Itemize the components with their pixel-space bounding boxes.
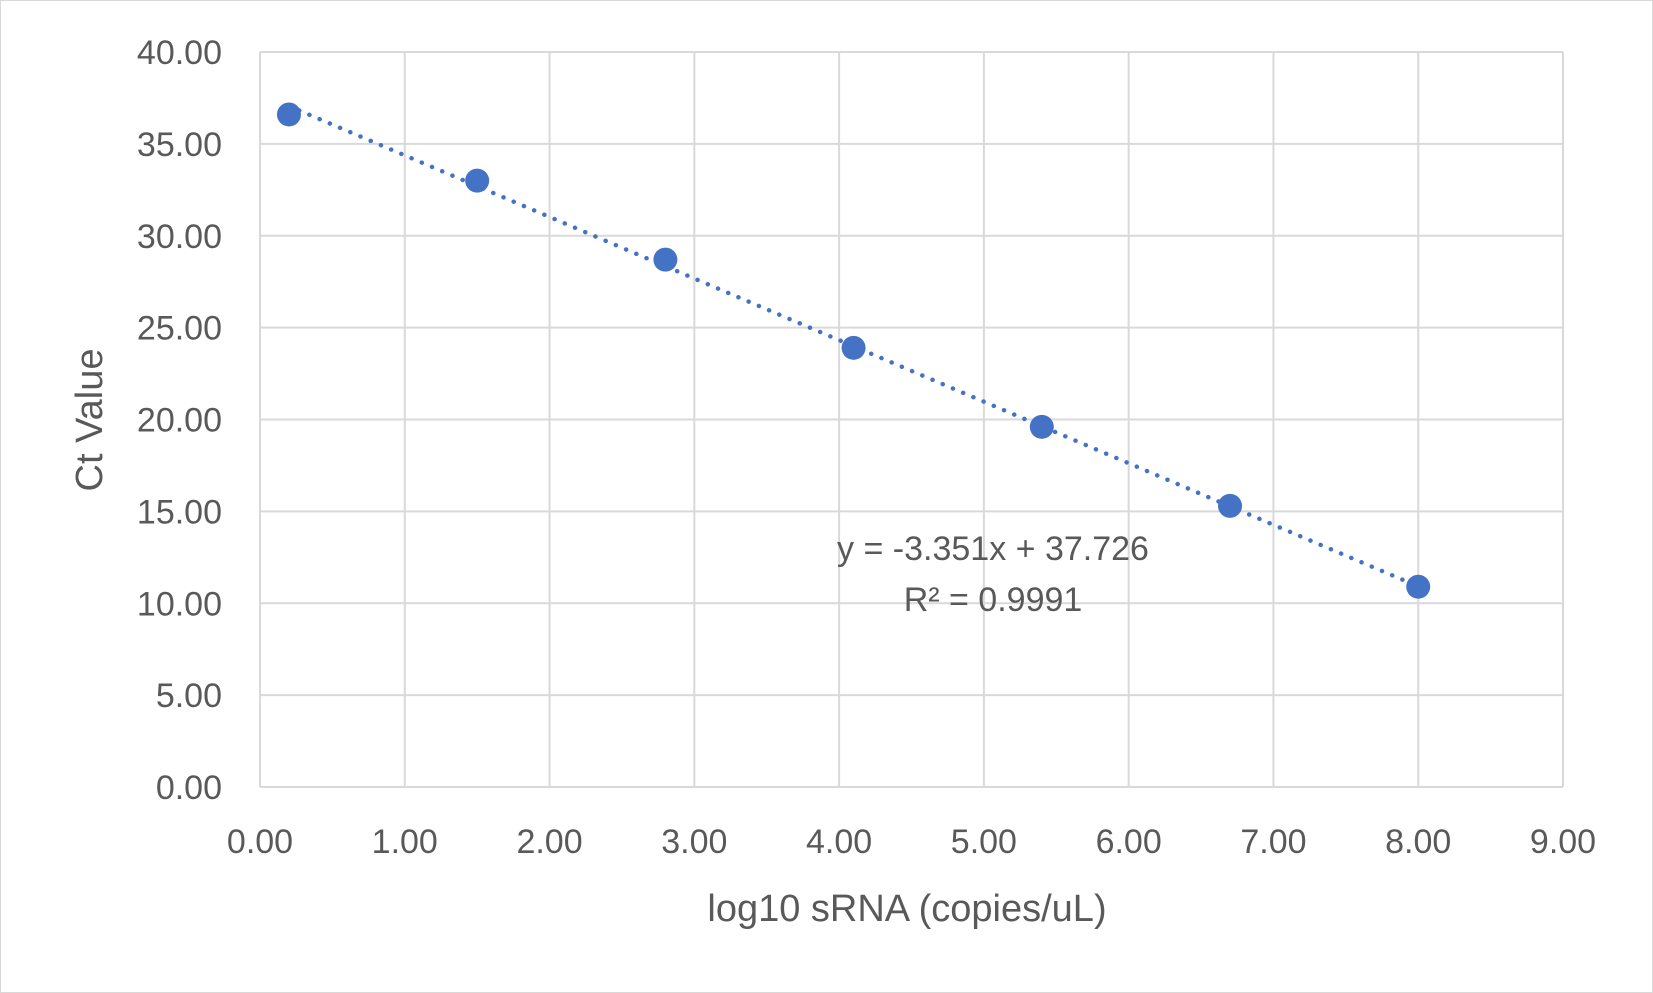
y-tick-label: 15.00 xyxy=(137,493,222,531)
y-axis-tick-labels: 0.00 5.00 10.00 15.00 20.00 25.00 30.00 35.00 40… xyxy=(137,34,222,807)
x-axis-tick-labels: 0.00 1.00 2.00 3.00 4.00 5.00 6.00 7.00 8.00 9.00 xyxy=(227,823,1596,861)
y-tick-label: 20.00 xyxy=(137,402,222,440)
x-tick-label: 9.00 xyxy=(1530,823,1596,861)
data-point xyxy=(841,335,866,360)
y-tick-label: 30.00 xyxy=(137,218,222,256)
x-tick-label: 7.00 xyxy=(1240,823,1306,861)
x-tick-label: 8.00 xyxy=(1385,823,1451,861)
grid-lines xyxy=(259,51,1564,788)
y-tick-label: 35.00 xyxy=(137,126,222,164)
y-axis-title: Ct Value xyxy=(69,349,111,492)
x-tick-label: 5.00 xyxy=(951,823,1017,861)
data-point xyxy=(1029,414,1054,439)
data-point xyxy=(276,102,301,127)
x-tick-label: 6.00 xyxy=(1096,823,1162,861)
x-tick-label: 1.00 xyxy=(372,823,438,861)
x-tick-label: 4.00 xyxy=(806,823,872,861)
y-tick-label: 10.00 xyxy=(137,585,222,623)
y-tick-label: 40.00 xyxy=(137,34,222,72)
trendline-r-squared: R² = 0.9991 xyxy=(904,581,1083,619)
y-tick-label: 5.00 xyxy=(156,677,222,715)
x-axis-title: log10 sRNA (copies/uL) xyxy=(707,888,1106,930)
x-tick-label: 2.00 xyxy=(516,823,582,861)
x-tick-label: 0.00 xyxy=(227,823,293,861)
trendline-equation: y = -3.351x + 37.726 xyxy=(837,530,1149,568)
y-tick-label: 25.00 xyxy=(137,310,222,348)
data-point xyxy=(465,168,490,193)
data-point xyxy=(653,247,678,272)
data-points xyxy=(276,102,1431,599)
x-tick-label: 3.00 xyxy=(661,823,727,861)
data-point xyxy=(1218,493,1243,518)
y-tick-label: 0.00 xyxy=(156,769,222,807)
data-point xyxy=(1406,574,1431,599)
